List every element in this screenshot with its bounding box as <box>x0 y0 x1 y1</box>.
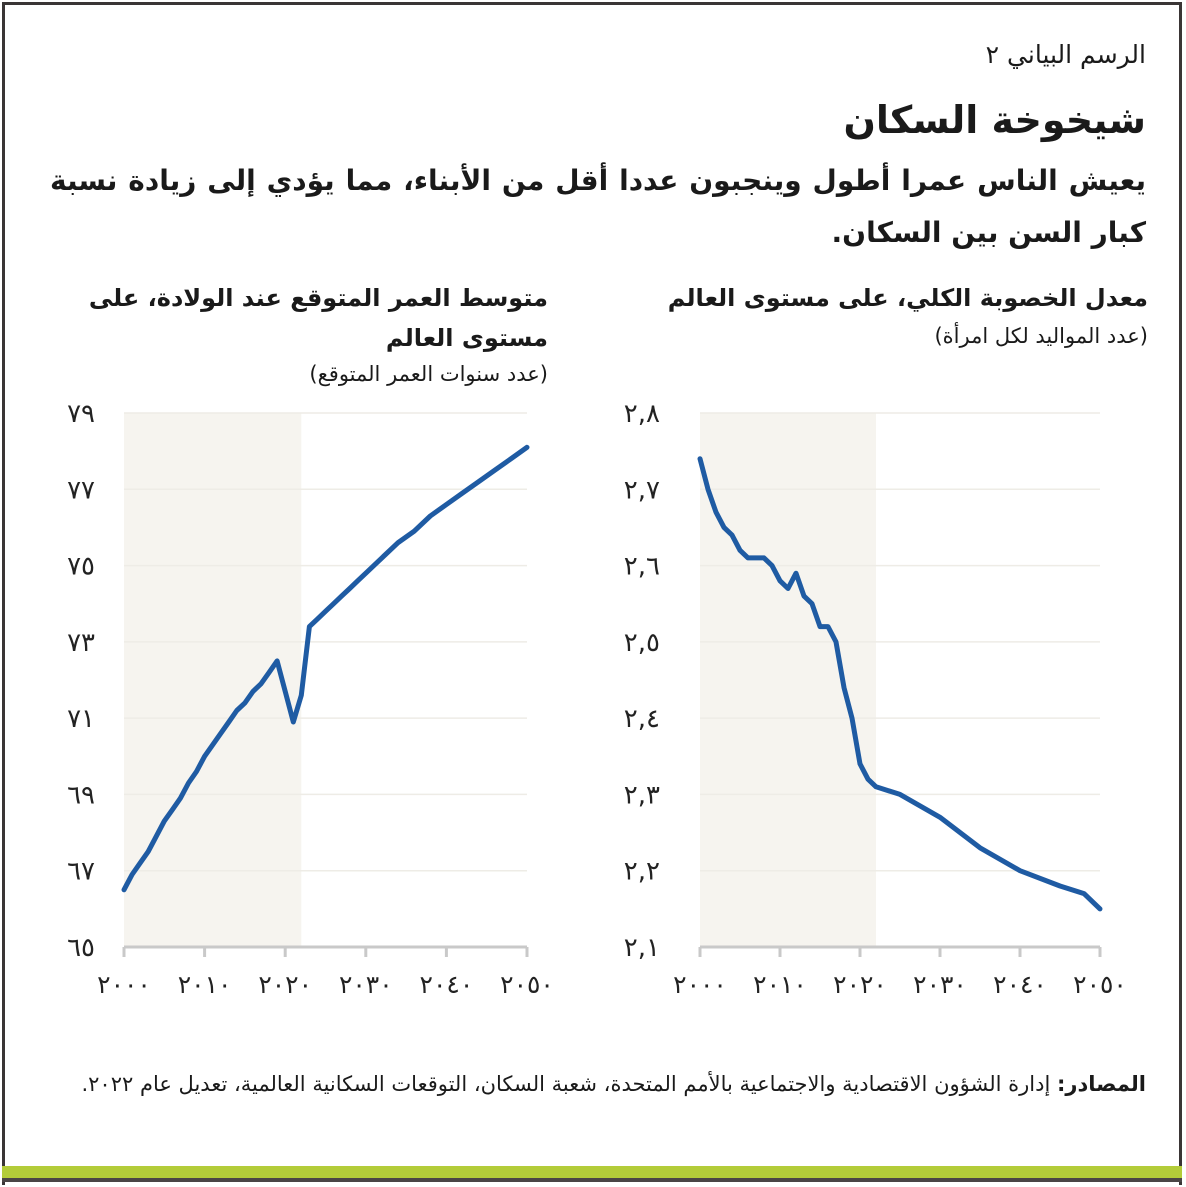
data-line <box>121 444 530 893</box>
y-tick-label: ٧٣ <box>67 628 95 658</box>
bottom-rule <box>2 1178 1182 1182</box>
life-expectancy-chart: ٦٥ ٦٧ ٦٩ ٧١ ٧٣ ٧٥ ٧٧ ٧٩ ٢٠٠٠ ٢٠١٠ ٢٠٢٠ ٢٠٣٠ ٢٠٤٠ ٢٠٥٠ <box>67 399 554 999</box>
y-tick-label: ٧٩ <box>67 399 95 429</box>
x-tick-label: ٢٠٥٠ <box>1073 970 1127 999</box>
y-tick-label: ٢,٢ <box>624 857 660 887</box>
accent-bar <box>2 1166 1182 1178</box>
x-tick-label: ٢٠٤٠ <box>420 970 474 999</box>
life-expectancy-chart-subtitle: (عدد سنوات العمر المتوقع) <box>309 362 548 386</box>
y-tick-label: ٢,٦ <box>624 552 660 582</box>
x-tick-label: ٢٠٣٠ <box>339 970 393 999</box>
x-tick-label: ٢٠٥٠ <box>500 970 554 999</box>
x-tick-label: ٢٠٢٠ <box>258 970 312 999</box>
y-tick-label: ٢,٥ <box>624 628 660 658</box>
y-tick-label: ٦٩ <box>67 780 95 810</box>
x-tick-label: ٢٠٣٠ <box>913 970 967 999</box>
figure-label: الرسم البياني ٢ <box>985 40 1146 69</box>
source-label: المصادر: <box>1056 1072 1146 1096</box>
x-tick-label: ٢٠٠٠ <box>97 970 151 999</box>
y-tick-label: ٢,٤ <box>624 704 660 734</box>
x-tick-label: ٢٠٠٠ <box>673 970 727 999</box>
y-tick-label: ٢,٧ <box>624 475 660 505</box>
y-tick-label: ٢,٨ <box>624 399 660 429</box>
y-tick-label: ٦٧ <box>67 857 95 887</box>
figure-subtitle: يعيش الناس عمرا أطول وينجبون عددا أقل من… <box>50 164 1146 249</box>
y-tick-label: ٢,١ <box>624 933 660 963</box>
x-tick-label: ٢٠٤٠ <box>993 970 1047 999</box>
shaded-estimates-region <box>700 413 876 947</box>
figure-title: شيخوخة السكان <box>843 98 1146 142</box>
x-tick-label: ٢٠١٠ <box>178 970 232 999</box>
y-tick-label: ٧٥ <box>67 552 95 582</box>
y-tick-label: ٦٥ <box>67 933 95 963</box>
y-tick-label: ٢,٣ <box>624 780 660 810</box>
shaded-estimates-region <box>124 413 302 947</box>
fertility-chart-title: معدل الخصوبة الكلي، على مستوى العالم <box>667 284 1148 312</box>
y-tick-label: ٧١ <box>67 704 95 734</box>
source-text: إدارة الشؤون الاقتصادية والاجتماعية بالأ… <box>81 1072 1051 1096</box>
fertility-chart: ٢,١ ٢,٢ ٢,٣ ٢,٤ ٢,٥ ٢,٦ ٢,٧ ٢,٨ ٢٠٠٠ ٢٠١٠ ٢٠٢٠ ٢٠٣٠… <box>624 399 1127 999</box>
life-expectancy-chart-title: متوسط العمر المتوقع عند الولادة، على مست… <box>88 284 548 352</box>
x-tick-label: ٢٠٢٠ <box>833 970 887 999</box>
y-tick-label: ٧٧ <box>67 475 95 505</box>
fertility-chart-subtitle: (عدد المواليد لكل امرأة) <box>934 324 1148 348</box>
x-tick-label: ٢٠١٠ <box>753 970 807 999</box>
data-line <box>697 456 1103 912</box>
source-note: المصادر: إدارة الشؤون الاقتصادية والاجتم… <box>60 1064 1146 1104</box>
